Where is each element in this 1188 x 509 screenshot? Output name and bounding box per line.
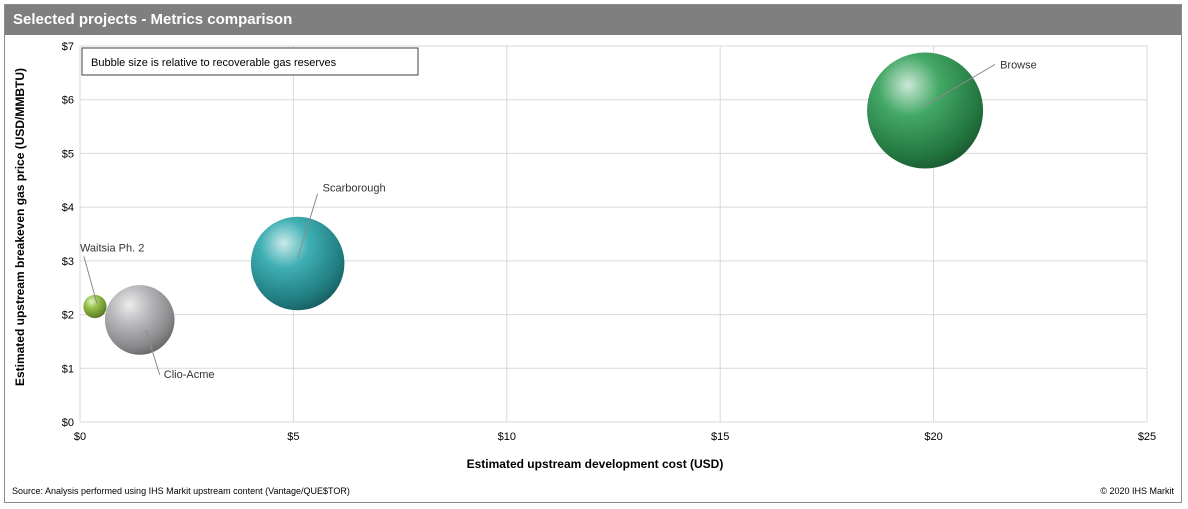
x-tick-label: $10 <box>498 431 516 443</box>
bubble-scarborough <box>250 216 345 311</box>
bubble-size-note: Bubble size is relative to recoverable g… <box>91 57 337 69</box>
y-tick-label: $4 <box>62 202 74 214</box>
y-tick-label: $7 <box>62 41 74 53</box>
bubble-label: Waitsia Ph. 2 <box>80 243 144 255</box>
axis-tick-labels: $0 $1 $2 $3 $4 $5 $6 $7 $0 $5 $10 $15 $20 $25 <box>62 41 1156 443</box>
bubble-label: Browse <box>1000 59 1037 71</box>
y-tick-label: $3 <box>62 256 74 268</box>
grid-lines <box>79 45 1148 423</box>
bubbles <box>83 52 984 355</box>
x-tick-label: $5 <box>287 431 299 443</box>
bubble-label: Clio-Acme <box>164 369 215 381</box>
bubble-chart: $0 $1 $2 $3 $4 $5 $6 $7 $0 $5 $10 $15 $20 $25 Bubble … <box>13 41 1156 471</box>
plot-area-border <box>79 45 1148 423</box>
y-tick-label: $6 <box>62 95 74 107</box>
x-tick-label: $15 <box>711 431 729 443</box>
y-tick-label: $1 <box>62 363 74 375</box>
y-tick-label: $5 <box>62 148 74 160</box>
leader-line <box>924 64 996 106</box>
bubble-labels: Waitsia Ph. 2 Clio-Acme Scarborough Browse <box>80 59 1037 380</box>
chart-title: Selected projects - Metrics comparison <box>13 11 293 28</box>
leader-line <box>145 329 161 376</box>
leader-line <box>297 193 319 259</box>
note-box <box>81 47 419 76</box>
title-bar: Selected projects - Metrics comparison <box>5 5 1181 35</box>
source-note: Source: Analysis performed using IHS Mar… <box>12 486 350 496</box>
copyright-note: © 2020 IHS Markit <box>1100 486 1174 496</box>
x-tick-label: $0 <box>74 431 86 443</box>
leader-line <box>83 256 98 304</box>
x-tick-label: $20 <box>924 431 942 443</box>
bubble-waitsia-ph-2 <box>83 294 107 319</box>
y-axis-title: Estimated upstream breakeven gas price (… <box>13 68 27 386</box>
x-axis-title: Estimated upstream development cost (USD… <box>467 457 724 471</box>
bubble-browse <box>867 52 984 169</box>
y-tick-label: $2 <box>62 310 74 322</box>
bubble-clio-acme <box>104 285 175 355</box>
chart-panel: Selected projects - Metrics comparison $… <box>4 4 1182 503</box>
y-tick-label: $0 <box>62 417 74 429</box>
x-tick-label: $25 <box>1138 431 1156 443</box>
bubble-label: Scarborough <box>323 183 386 195</box>
